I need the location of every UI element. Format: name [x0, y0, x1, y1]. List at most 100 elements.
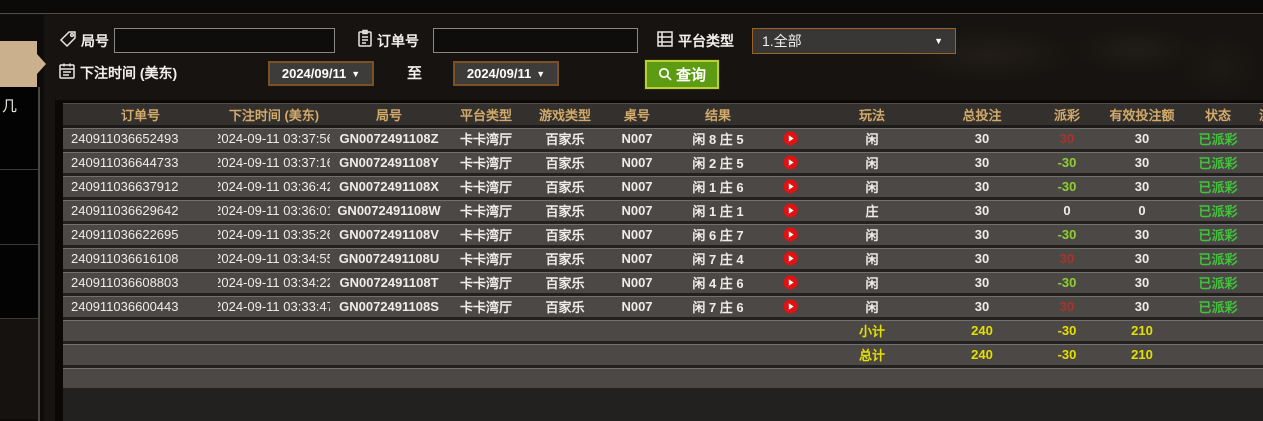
- status-badge: 已派彩: [1198, 132, 1238, 147]
- cell-play-type: 闲: [865, 252, 879, 267]
- cell-platform: 卡卡湾厅: [459, 156, 512, 171]
- date-from-picker[interactable]: 2024/09/11 ▼: [268, 61, 374, 86]
- cell-game-no: GN0072491108U: [338, 251, 440, 266]
- cell-empty: [218, 344, 330, 365]
- cell-game-type: 百家乐: [545, 132, 585, 147]
- table-body: 240911036652493 2024-09-11 03:37:56 GN0072…: [63, 128, 1263, 388]
- cell-empty: [768, 320, 812, 341]
- search-button-label: 查询: [675, 67, 706, 84]
- status-badge: 已派彩: [1198, 228, 1238, 243]
- empty-row: [63, 368, 1263, 388]
- cell-game-type: 百家乐: [545, 252, 585, 267]
- sidebar-item-1[interactable]: 几: [0, 87, 38, 170]
- cell-order-no: 240911036622695: [71, 227, 179, 242]
- chevron-down-icon: ▼: [934, 36, 943, 46]
- col-header-game-type: 游戏类型: [538, 107, 591, 123]
- grand-total-row: 总计 240 -30 210: [63, 344, 1263, 368]
- sidebar-menu: 几: [0, 87, 40, 421]
- cell-empty: [668, 344, 768, 365]
- replay-play-button[interactable]: [768, 176, 812, 197]
- cell-platform: 卡卡湾厅: [459, 252, 512, 267]
- cell-clipped: [1254, 152, 1263, 173]
- cell-bet-time: 2024-09-11 03:36:01: [218, 203, 330, 218]
- cell-empty: [524, 344, 606, 365]
- cell-valid-bet: 30: [1134, 131, 1150, 146]
- date-to-value: 2024/09/11: [466, 66, 532, 81]
- sidebar-item-2[interactable]: [0, 170, 38, 245]
- totals-payout: -30: [1057, 323, 1077, 338]
- cell-result: 闲 7 庄 4: [692, 252, 744, 267]
- cell-total-bet: 30: [974, 179, 990, 194]
- cell-play-type: 闲: [865, 300, 879, 315]
- col-header-table-no: 桌号: [623, 107, 650, 123]
- bet-time-label: 下注时间 (美东): [80, 65, 178, 81]
- platform-type-select[interactable]: 1.全部 ▼: [752, 28, 956, 54]
- cell-order-no: 240911036608803: [71, 275, 179, 290]
- cell-platform: 卡卡湾厅: [459, 180, 512, 195]
- cell-result: 闲 1 庄 1: [692, 204, 744, 219]
- cell-game-type: 百家乐: [545, 228, 585, 243]
- cell-game-no: GN0072491108X: [339, 179, 439, 194]
- cell-result: 闲 1 庄 6: [692, 180, 744, 195]
- cell-platform: 卡卡湾厅: [459, 228, 512, 243]
- replay-play-button[interactable]: [768, 248, 812, 269]
- cell-empty: [524, 320, 606, 341]
- sidebar-item-label: 几: [2, 98, 18, 115]
- replay-play-button[interactable]: [768, 224, 812, 245]
- cell-bet-time: 2024-09-11 03:36:42: [218, 179, 330, 194]
- cell-empty: [606, 344, 668, 365]
- date-to-picker[interactable]: 2024/09/11 ▼: [453, 61, 559, 86]
- status-badge: 已派彩: [1198, 276, 1238, 291]
- cell-table-no: N007: [621, 275, 653, 290]
- status-badge: 已派彩: [1198, 204, 1238, 219]
- cell-order-no: 240911036637912: [71, 179, 179, 194]
- order-no-input[interactable]: [433, 28, 638, 53]
- list-icon: [655, 29, 675, 49]
- replay-play-button[interactable]: [768, 272, 812, 293]
- top-strip: [0, 0, 1263, 14]
- replay-play-button[interactable]: [768, 152, 812, 173]
- platform-type-value: 1.全部: [762, 33, 802, 49]
- cell-play-type: 闲: [865, 156, 879, 171]
- cell-payout: 30: [1059, 251, 1075, 266]
- cell-valid-bet: 0: [1138, 203, 1146, 218]
- cell-valid-bet: 30: [1134, 179, 1150, 194]
- status-badge: 已派彩: [1198, 252, 1238, 267]
- replay-play-button[interactable]: [768, 296, 812, 317]
- status-badge: 已派彩: [1198, 180, 1238, 195]
- cell-clipped: [1254, 128, 1263, 149]
- col-header-play-type: 玩法: [858, 107, 885, 123]
- sidebar-item-3[interactable]: [0, 245, 38, 319]
- tag-icon: [58, 29, 78, 49]
- game-no-input[interactable]: [114, 28, 335, 53]
- cell-result: 闲 2 庄 5: [692, 156, 744, 171]
- cell-game-no: GN0072491108V: [339, 227, 439, 242]
- cell-bet-time: 2024-09-11 03:33:47: [218, 299, 330, 314]
- cell-clipped: [1254, 176, 1263, 197]
- replay-play-button[interactable]: [768, 200, 812, 221]
- cell-valid-bet: 30: [1134, 275, 1150, 290]
- replay-play-button[interactable]: [768, 128, 812, 149]
- order-no-label: 订单号: [377, 33, 419, 49]
- search-button[interactable]: 查询: [645, 60, 719, 89]
- sidebar-active-item[interactable]: [0, 41, 37, 87]
- cell-table-no: N007: [621, 155, 653, 170]
- cell-valid-bet: 30: [1134, 227, 1150, 242]
- cell-platform: 卡卡湾厅: [459, 300, 512, 315]
- cell-payout: -30: [1057, 227, 1077, 242]
- calendar-icon: [57, 61, 77, 81]
- cell-bet-time: 2024-09-11 03:34:22: [218, 275, 330, 290]
- table-row: 240911036629642 2024-09-11 03:36:01 GN0072…: [63, 200, 1263, 224]
- cell-bet-time: 2024-09-11 03:37:56: [218, 131, 330, 146]
- cell-clipped: [1254, 248, 1263, 269]
- game-no-label: 局号: [81, 33, 109, 49]
- cell-clipped: [1254, 344, 1263, 365]
- cell-result: 闲 4 庄 6: [692, 276, 744, 291]
- platform-type-label: 平台类型: [678, 33, 734, 49]
- cell-clipped: [1254, 200, 1263, 221]
- cell-empty: [1182, 344, 1254, 365]
- cell-empty: [63, 344, 218, 365]
- cell-total-bet: 30: [974, 203, 990, 218]
- cell-empty: [768, 344, 812, 365]
